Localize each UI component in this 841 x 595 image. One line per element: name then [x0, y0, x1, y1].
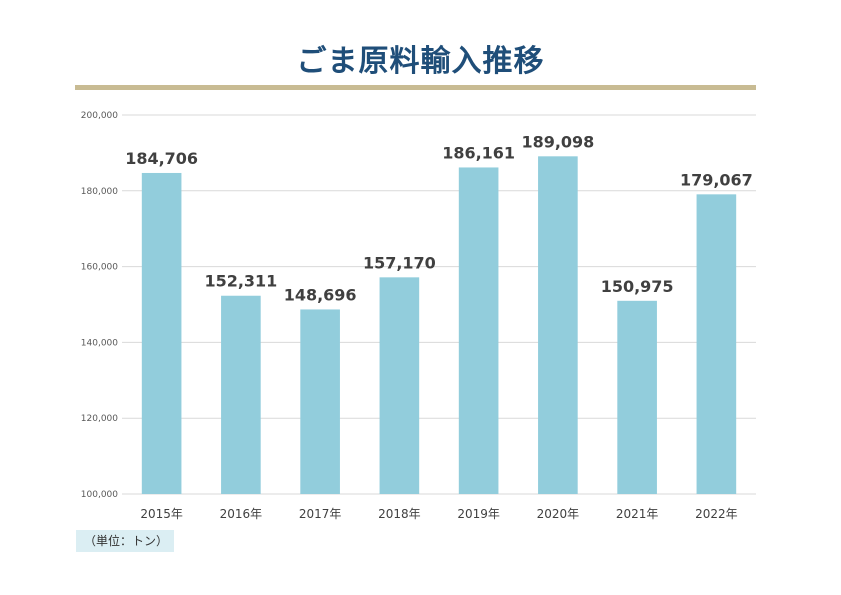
bars	[141, 156, 737, 495]
y-tick-label: 140,000	[81, 338, 118, 348]
value-label: 184,706	[125, 149, 198, 168]
y-tick-label: 180,000	[81, 187, 118, 197]
bar-2022年	[696, 194, 737, 495]
bar-2016年	[221, 295, 261, 494]
value-label: 189,098	[521, 132, 594, 151]
y-tick-label: 160,000	[81, 263, 118, 273]
x-tick-label: 2022年	[695, 507, 738, 521]
x-tick-label: 2017年	[299, 507, 342, 521]
x-tick-label: 2015年	[140, 507, 183, 521]
unit-note: （単位：トン）	[76, 530, 174, 552]
x-axis-ticks: 2015年 2016年 2017年 2018年 2019年 2020年 2021年 2022年	[140, 507, 737, 521]
value-labels: 184,706 152,311 148,696 157,170 186,161 189,0…	[125, 132, 753, 304]
x-tick-label: 2019年	[457, 507, 500, 521]
bar-2018年	[379, 277, 420, 494]
title-underline	[75, 85, 756, 90]
value-label: 157,170	[363, 253, 436, 272]
value-label: 150,975	[601, 277, 674, 296]
x-tick-label: 2021年	[616, 507, 659, 521]
bar-2021年	[617, 300, 657, 494]
x-tick-label: 2018年	[378, 507, 421, 521]
y-tick-label: 200,000	[81, 111, 118, 121]
y-tick-label: 120,000	[81, 414, 118, 424]
y-axis-ticks: 100,000 120,000 140,000 160,000 180,000 200,0…	[81, 111, 118, 500]
bar-2019年	[458, 167, 499, 494]
x-tick-label: 2016年	[220, 507, 263, 521]
chart-title: ごま原料輸入推移	[296, 44, 545, 79]
bar-2015年	[141, 172, 182, 494]
value-label: 179,067	[680, 170, 753, 189]
value-label: 148,696	[284, 285, 357, 304]
y-tick-label: 100,000	[81, 490, 118, 500]
value-label: 186,161	[442, 143, 515, 162]
bar-2017年	[300, 309, 340, 494]
bar-2020年	[538, 156, 578, 494]
x-tick-label: 2020年	[537, 507, 580, 521]
value-label: 152,311	[204, 272, 277, 291]
gridlines	[122, 114, 756, 495]
